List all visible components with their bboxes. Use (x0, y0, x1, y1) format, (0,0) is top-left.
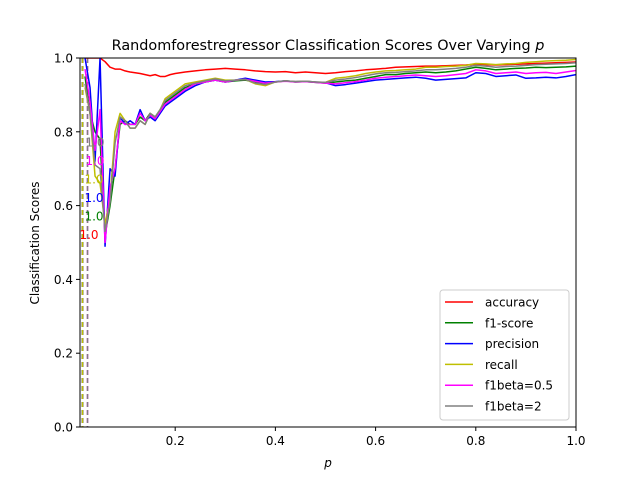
axes-layer: 0.2 0.4 0.6 0.8 1.0 0.0 0.2 0.4 0.6 0.8 1.0 (54, 52, 586, 449)
legend: accuracy f1-score precision recall f1beta=0.… (439, 289, 570, 421)
y-tick-label-0: 0.0 (54, 421, 73, 435)
legend-label-0: accuracy (485, 296, 539, 310)
annotation-label-5: 1.0 (85, 136, 104, 150)
axes-frame (79, 57, 577, 428)
x-tick-label-4: 1.0 (566, 434, 585, 448)
y-tick-label-1: 0.2 (54, 347, 73, 361)
annotation-label-2: 1.0 (84, 191, 103, 205)
annotation-label-3: 1.0 (84, 172, 103, 186)
series-line-f1beta-2 (84, 62, 576, 233)
plot-area: 1.0 1.0 1.0 1.0 1.0 1.0 (79, 58, 576, 427)
x-tick-label-3: 0.8 (466, 434, 485, 448)
legend-label-5: f1beta=2 (485, 400, 542, 414)
x-tick-label-2: 0.6 (366, 434, 385, 448)
y-tick-label-4: 0.8 (54, 125, 73, 139)
legend-label-1: f1-score (485, 316, 533, 330)
y-tick-label-3: 0.6 (54, 199, 73, 213)
y-tick-label-2: 0.4 (54, 273, 73, 287)
legend-label-4: f1beta=0.5 (485, 379, 553, 393)
annotation-label-1: 1.0 (84, 209, 103, 223)
x-tick-label-0: 0.2 (166, 434, 185, 448)
legend-label-3: recall (485, 358, 518, 372)
chart-title: Randomforestregressor Classification Sco… (112, 38, 545, 54)
x-tick-label-1: 0.4 (266, 434, 285, 448)
annotation-label-4: 1.0 (85, 154, 104, 168)
y-axis-label: Classification Scores (28, 181, 42, 304)
legend-label-2: precision (485, 337, 539, 351)
y-tick-label-5: 1.0 (54, 52, 73, 66)
annotation-label-0: 1.0 (79, 228, 98, 242)
x-axis-label: p (323, 456, 332, 470)
